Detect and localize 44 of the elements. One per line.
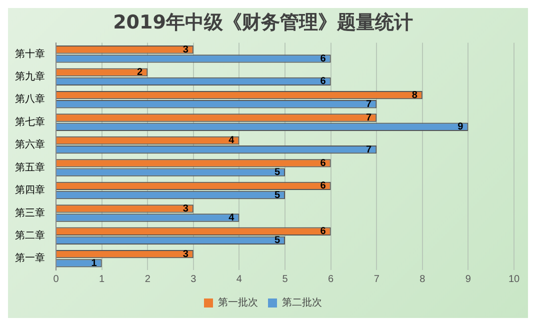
data-label: 8 bbox=[412, 90, 418, 101]
data-label: 6 bbox=[320, 180, 326, 192]
data-label: 6 bbox=[320, 76, 326, 88]
y-tick-label: 第八章 bbox=[15, 93, 45, 106]
data-label: 5 bbox=[274, 167, 280, 178]
x-tick-label: 10 bbox=[508, 274, 520, 285]
legend-label: 第二批次 bbox=[282, 296, 322, 309]
x-tick-label: 5 bbox=[282, 274, 288, 285]
x-tick-label: 6 bbox=[328, 274, 334, 285]
y-tick-label: 第四章 bbox=[15, 184, 45, 196]
data-label: 6 bbox=[320, 53, 326, 64]
x-tick-label: 4 bbox=[236, 274, 242, 285]
x-tick-label: 3 bbox=[190, 274, 197, 285]
data-label: 2 bbox=[137, 67, 144, 78]
data-label: 7 bbox=[366, 112, 372, 124]
x-tick-label: 1 bbox=[99, 274, 106, 285]
legend-label: 第一批次 bbox=[218, 296, 258, 309]
y-tick-label: 第二章 bbox=[15, 230, 45, 242]
x-tick-label: 0 bbox=[53, 274, 60, 285]
data-label: 6 bbox=[320, 226, 326, 238]
data-label: 4 bbox=[228, 135, 235, 146]
data-label: 6 bbox=[320, 158, 326, 169]
data-label: 3 bbox=[182, 44, 189, 56]
data-label: 4 bbox=[228, 212, 235, 224]
y-tick-label: 第十章 bbox=[15, 48, 45, 60]
data-label: 7 bbox=[366, 98, 372, 110]
x-tick-label: 7 bbox=[374, 274, 380, 285]
data-label: 1 bbox=[91, 258, 98, 269]
x-tick-label: 9 bbox=[465, 274, 472, 285]
y-tick-label: 第一章 bbox=[15, 252, 45, 264]
data-label: 5 bbox=[274, 235, 280, 246]
chart-title: 2019年中级《财务管理》题量统计 bbox=[113, 11, 413, 34]
y-tick-label: 第三章 bbox=[15, 206, 45, 219]
data-label: 9 bbox=[458, 122, 464, 133]
x-tick-label: 8 bbox=[420, 274, 426, 285]
y-tick-label: 第六章 bbox=[15, 138, 45, 151]
y-tick-label: 第五章 bbox=[15, 161, 45, 174]
data-label: 7 bbox=[366, 144, 372, 156]
x-tick-label: 2 bbox=[144, 274, 151, 285]
data-label: 5 bbox=[274, 190, 280, 201]
y-tick-label: 第九章 bbox=[15, 70, 45, 82]
data-label: 3 bbox=[182, 203, 189, 214]
data-label: 3 bbox=[182, 248, 189, 260]
y-tick-label: 第七章 bbox=[15, 116, 45, 128]
